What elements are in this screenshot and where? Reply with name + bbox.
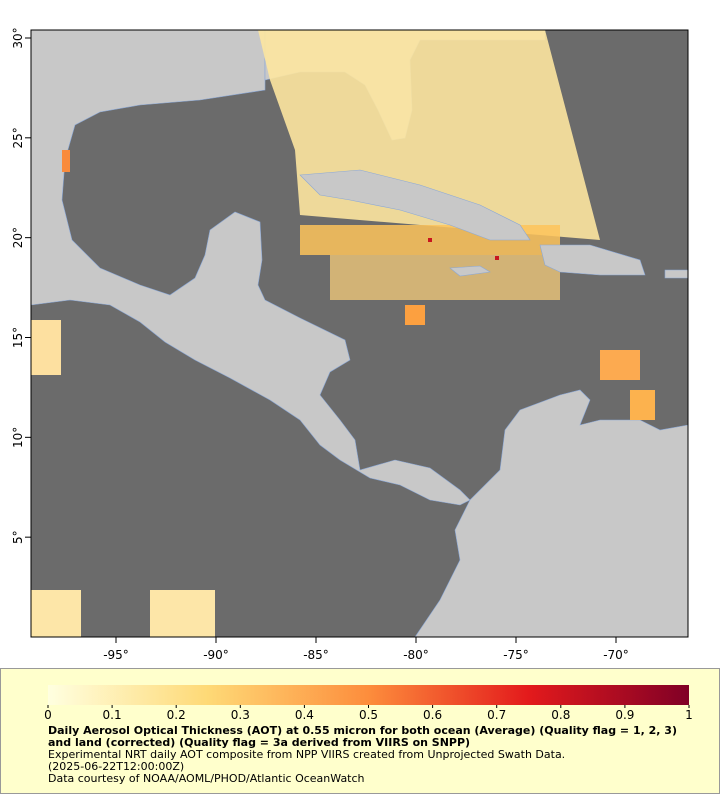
- colorbar-tick-label: 0.8: [551, 708, 570, 722]
- y-tick-label: 20°: [11, 227, 25, 248]
- colorbar-tick-label: 0.7: [487, 708, 506, 722]
- colorbar-tick-label: 0: [44, 708, 52, 722]
- caption: Daily Aerosol Optical Thickness (AOT) at…: [48, 725, 678, 785]
- x-tick-label: -90°: [203, 648, 229, 662]
- islands: [299, 169, 688, 279]
- map-frame: [30, 29, 689, 638]
- colorbar-tick-label: 0.2: [167, 708, 186, 722]
- colorbar-tick-label: 0.5: [359, 708, 378, 722]
- colorbar-ramp: [48, 685, 689, 705]
- colorbar-tick-label: 0.4: [295, 708, 314, 722]
- map-area: [31, 30, 688, 637]
- caption-line: (2025-06-22T12:00:00Z): [48, 760, 185, 773]
- y-tick-label: 15°: [11, 327, 25, 348]
- colorbar-tick-label: 1: [685, 708, 693, 722]
- colorbar-tick-label: 0.1: [103, 708, 122, 722]
- colorbar-tick-label: 0.9: [615, 708, 634, 722]
- caption-title: Daily Aerosol Optical Thickness (AOT) at…: [48, 724, 677, 749]
- y-tick-label: 5°: [11, 530, 25, 544]
- x-tick-label: -75°: [503, 648, 529, 662]
- x-tick-label: -85°: [303, 648, 329, 662]
- x-tick-label: -80°: [403, 648, 429, 662]
- caption-line: Experimental NRT daily AOT composite fro…: [48, 748, 566, 761]
- y-tick-label: 30°: [11, 27, 25, 48]
- y-tick-label: 25°: [11, 127, 25, 148]
- x-tick-label: -70°: [603, 648, 629, 662]
- legend-panel: 0 0.1 0.2 0.3 0.4 0.5 0.6 0.7 0.8 0.9 1 Daily Aero…: [0, 668, 720, 794]
- x-tick-label: -95°: [103, 648, 129, 662]
- colorbar-tick-label: 0.3: [231, 708, 250, 722]
- y-tick-label: 10°: [11, 427, 25, 448]
- colorbar: 0 0.1 0.2 0.3 0.4 0.5 0.6 0.7 0.8 0.9 1: [44, 685, 693, 722]
- caption-line: Data courtesy of NOAA/AOML/PHOD/Atlantic…: [48, 772, 365, 785]
- colorbar-tick-label: 0.6: [423, 708, 442, 722]
- map: -95° -90° -85° -80° -75° -70° 5° 10° 15° 20° 25° 30…: [11, 27, 689, 662]
